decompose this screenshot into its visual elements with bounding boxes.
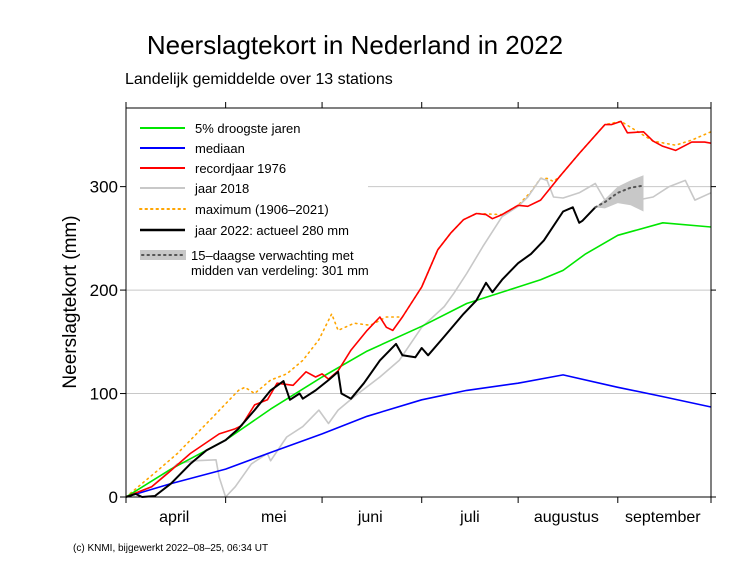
series-line-green — [125, 222, 712, 498]
x-tick-label: augustus — [534, 509, 599, 526]
legend-label: recordjaar 1976 — [195, 161, 286, 176]
legend-label: 15–daagse verwachting met — [191, 248, 354, 263]
x-tick-label: juni — [357, 509, 383, 526]
y-tick-label: 100 — [90, 385, 118, 404]
series-line-red — [125, 120, 712, 498]
x-tick-label: september — [625, 509, 701, 526]
series-line-black — [125, 206, 597, 498]
legend-label: midden van verdeling: 301 mm — [191, 263, 369, 278]
y-tick-label: 300 — [90, 178, 118, 197]
plot-frame — [125, 107, 712, 498]
gridlines — [126, 186, 711, 395]
chart-subtitle: Landelijk gemiddelde over 13 stations — [125, 71, 393, 88]
x-tick-label: mei — [261, 509, 287, 526]
x-tick-label: april — [159, 509, 189, 526]
legend-label: jaar 2022: actueel 280 mm — [194, 223, 349, 238]
forecast-band — [595, 175, 644, 212]
axes: 0 100 200 300 april mei juni juli augustus septem… — [90, 102, 716, 526]
footer-credit: (c) KNMI, bijgewerkt 2022–08–25, 06:34 U… — [73, 543, 268, 554]
legend-label: maximum (1906–2021) — [195, 202, 329, 217]
series-line-gray — [125, 177, 712, 498]
series-line-blue — [125, 374, 712, 498]
series-group — [125, 120, 712, 498]
y-tick-label: 200 — [90, 281, 118, 300]
legend-label: jaar 2018 — [194, 181, 249, 196]
y-tick-label: 0 — [109, 488, 118, 507]
legend: 5% droogste jaren mediaan recordjaar 1976 j… — [130, 112, 369, 282]
legend-label: 5% droogste jaren — [195, 121, 301, 136]
forecast-median-line — [594, 184, 645, 209]
chart-title: Neerslagtekort in Nederland in 2022 — [147, 30, 563, 60]
legend-label: mediaan — [195, 141, 245, 156]
x-tick-label: juli — [459, 509, 480, 526]
y-axis-label: Neerslagtekort (mm) — [60, 215, 81, 388]
